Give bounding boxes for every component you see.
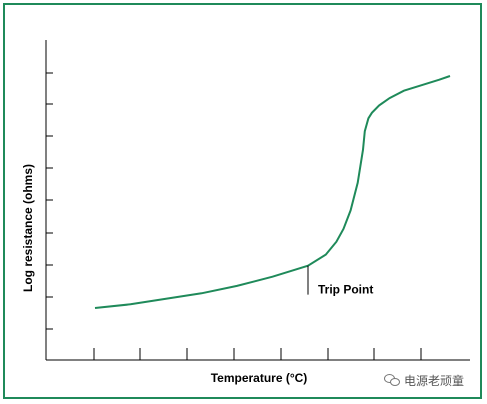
watermark: 电源老顽童 — [384, 370, 464, 390]
axes — [45, 40, 470, 361]
trip-point-label: Trip Point — [318, 283, 373, 297]
chart-frame — [3, 3, 482, 399]
wechat-icon — [384, 374, 400, 386]
resistance-curve — [94, 75, 451, 309]
watermark-text: 电源老顽童 — [404, 373, 465, 388]
y-axis-label: Log resistance (ohms) — [21, 164, 35, 292]
ticks — [46, 72, 422, 360]
x-axis-label: Temperature (°C) — [211, 371, 308, 385]
